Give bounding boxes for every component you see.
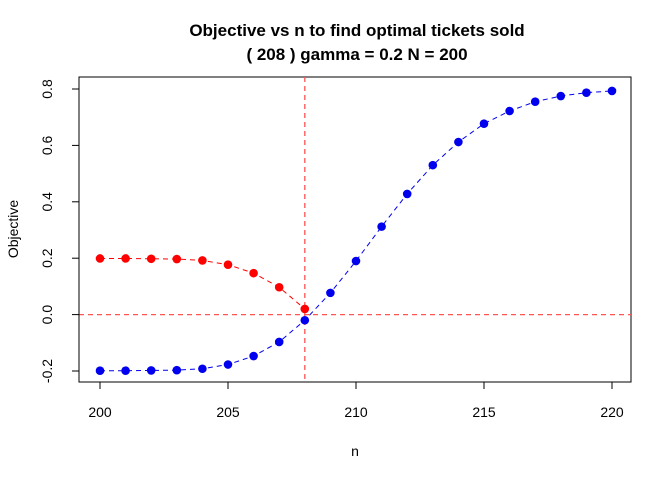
series-1-point bbox=[249, 351, 258, 361]
y-tick-label: 0.6 bbox=[39, 135, 55, 155]
series-1-point bbox=[530, 97, 540, 106]
x-tick-label: 200 bbox=[88, 404, 112, 420]
series-1-point bbox=[95, 366, 105, 376]
chart-title: Objective vs n to find optimal tickets s… bbox=[189, 21, 524, 40]
series-0-point bbox=[223, 260, 233, 269]
series-1-point bbox=[198, 364, 207, 374]
y-tick-label: 0.2 bbox=[39, 248, 55, 268]
series-1-point bbox=[300, 315, 310, 325]
series-1-point bbox=[454, 137, 463, 147]
series-1-point bbox=[402, 189, 412, 199]
series-1-point bbox=[556, 91, 566, 101]
series-0-point bbox=[121, 254, 130, 263]
reference-lines bbox=[79, 77, 631, 382]
x-tick-label: 210 bbox=[344, 404, 368, 420]
y-tick-label: 0.8 bbox=[39, 79, 55, 99]
series-1-point bbox=[172, 365, 182, 375]
y-tick-label: 0.0 bbox=[39, 305, 55, 325]
series-1-point bbox=[351, 256, 361, 266]
x-axis: 200 205 210 215 220 bbox=[88, 381, 624, 420]
plot-frame bbox=[78, 76, 632, 383]
series-1-point bbox=[223, 360, 233, 369]
series-0-point bbox=[172, 254, 182, 264]
series-0-point bbox=[300, 304, 310, 314]
series-0-point bbox=[198, 256, 207, 265]
series-1-point bbox=[582, 88, 591, 97]
chart-subtitle: ( 208 ) gamma = 0.2 N = 200 bbox=[246, 45, 467, 64]
x-axis-label: n bbox=[351, 443, 359, 459]
y-axis-label: Objective bbox=[5, 200, 21, 259]
series-line-0 bbox=[100, 257, 306, 310]
x-tick-label: 215 bbox=[472, 404, 496, 420]
y-tick-label: 0.4 bbox=[39, 192, 55, 212]
series-0-point bbox=[249, 268, 258, 278]
y-tick-label: -0.2 bbox=[39, 359, 55, 383]
series-0-point bbox=[95, 254, 105, 263]
series-1-point bbox=[479, 119, 489, 128]
series-1-point bbox=[274, 337, 284, 347]
series-0-point bbox=[146, 254, 156, 264]
series-line-1 bbox=[100, 90, 613, 372]
y-axis: -0.2 0.0 0.2 0.4 0.6 0.8 bbox=[39, 79, 80, 383]
series-0-point bbox=[274, 282, 284, 292]
series-1-point bbox=[326, 288, 335, 298]
series-layer bbox=[95, 86, 617, 376]
series-1-point bbox=[121, 366, 130, 376]
series-1-point bbox=[377, 222, 386, 231]
series-1-point bbox=[428, 160, 438, 170]
x-tick-label: 220 bbox=[600, 404, 624, 420]
x-tick-label: 205 bbox=[216, 404, 240, 420]
series-1-point bbox=[505, 106, 514, 116]
series-1-point bbox=[146, 366, 156, 375]
series-1-point bbox=[607, 86, 617, 96]
